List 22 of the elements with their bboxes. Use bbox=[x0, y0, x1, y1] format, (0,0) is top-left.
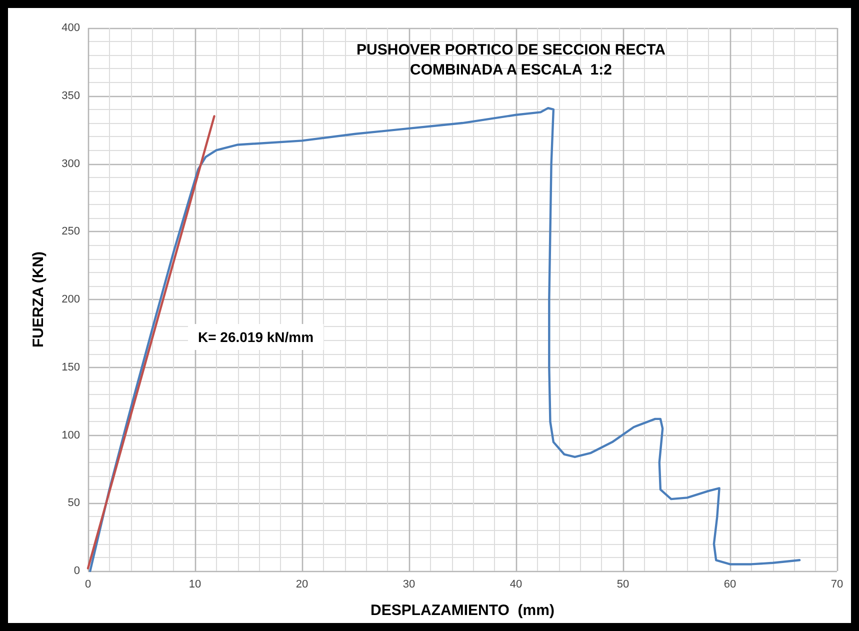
annotation: K= 26.019 kN/mm bbox=[198, 329, 314, 345]
x-tick-label: 30 bbox=[402, 578, 416, 590]
y-tick-label: 200 bbox=[62, 294, 80, 306]
x-tick-label: 50 bbox=[616, 578, 630, 590]
text: PUSHOVER PORTICO DE SECCION RECTA COMBINADA A ESCALA 1:2 bbox=[356, 42, 666, 78]
y-tick-label: 150 bbox=[62, 361, 80, 374]
x-tick-label: 70 bbox=[830, 578, 844, 590]
y-tick-label: 250 bbox=[62, 226, 80, 238]
line-series bbox=[89, 106, 801, 572]
x-axis-title: DESPLAZAMIENTO (mm) bbox=[370, 602, 554, 619]
x-tick-label: 20 bbox=[296, 578, 308, 590]
y-axis-title: FUERZA (KN) bbox=[30, 251, 47, 348]
y-tick-label: 350 bbox=[62, 90, 80, 102]
y-tick-label: 100 bbox=[62, 429, 80, 442]
y-tick-label: 400 bbox=[62, 22, 80, 34]
x-tick-label: 0 bbox=[84, 578, 92, 590]
x-tick-label: 40 bbox=[510, 578, 522, 590]
y-tick-label: 50 bbox=[68, 497, 80, 510]
y-tick-label: 300 bbox=[62, 158, 80, 170]
y-tick-label: 0 bbox=[74, 565, 80, 577]
x-tick-label: 60 bbox=[724, 578, 736, 590]
x-tick-label: 10 bbox=[188, 578, 202, 590]
